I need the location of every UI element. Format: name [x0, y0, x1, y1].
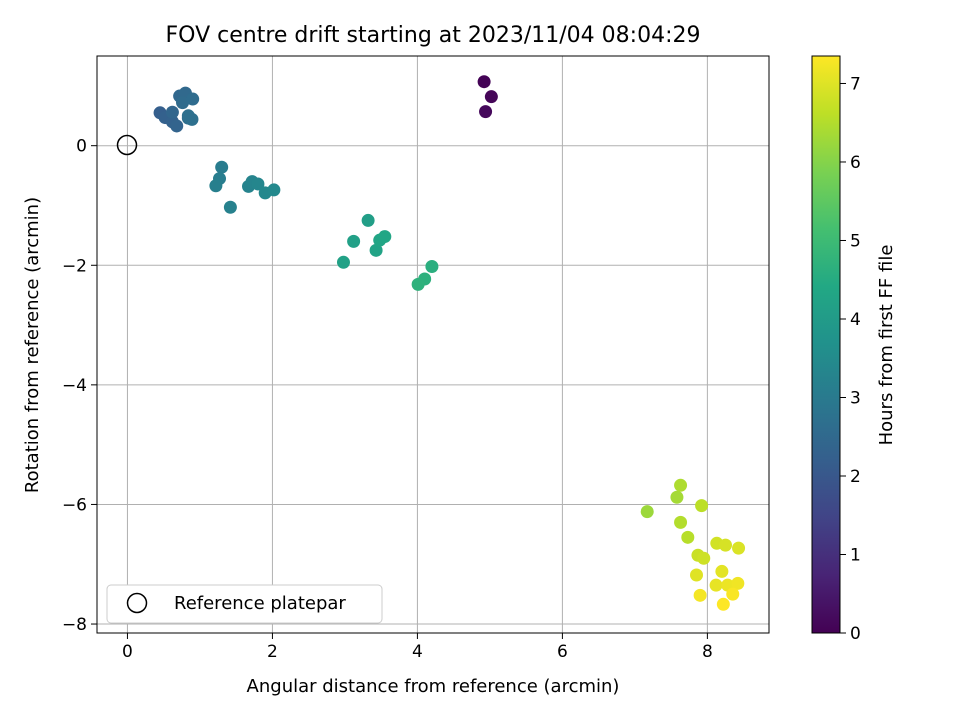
y-tick-label: −4: [62, 376, 87, 396]
legend-label: Reference platepar: [174, 593, 346, 614]
y-tick-label: −8: [62, 615, 87, 635]
legend-box: [106, 584, 383, 624]
colorbar-tick-label: 4: [850, 310, 861, 330]
colorbar-tick-label: 6: [850, 153, 861, 173]
data-point: [681, 530, 695, 544]
colorbar: 0 1 2 3 4 5 6 7 Hours from first FF file: [811, 55, 897, 644]
data-point: [223, 200, 237, 214]
reference-marker: [116, 134, 138, 156]
data-point: [715, 564, 729, 578]
x-tick-label: 6: [557, 642, 568, 662]
data-point: [697, 551, 711, 565]
data-point: [716, 597, 730, 611]
data-point: [693, 588, 707, 602]
colorbar-tick-label: 3: [850, 388, 861, 408]
data-point: [690, 568, 704, 582]
plot-frame: [96, 55, 770, 634]
data-point: [695, 499, 709, 513]
y-tick-label: −6: [62, 495, 87, 515]
colorbar-tick-label: 5: [850, 231, 861, 251]
x-tick-label: 8: [702, 642, 713, 662]
data-point: [267, 183, 281, 197]
data-point: [411, 277, 425, 291]
chart-title: FOV centre drift starting at 2023/11/04 …: [166, 23, 701, 48]
data-point: [336, 255, 350, 269]
data-point: [425, 259, 439, 273]
colorbar-tick-label: 2: [850, 467, 861, 487]
colorbar-tick-label: 7: [850, 74, 861, 94]
data-point: [484, 90, 498, 104]
data-point: [176, 96, 190, 110]
data-point: [670, 490, 684, 504]
y-tick-label: 0: [76, 137, 87, 157]
x-axis-label: Angular distance from reference (arcmin): [247, 676, 620, 697]
y-axis-ticks: 0 −2 −4 −6 −8: [62, 137, 97, 635]
data-point: [251, 177, 265, 191]
colorbar-tick-label: 0: [850, 624, 861, 644]
y-axis-label: Rotation from reference (arcmin): [22, 197, 43, 493]
legend: Reference platepar: [106, 584, 383, 624]
x-axis-ticks: 0 2 4 6 8: [122, 633, 713, 662]
plot-background: [97, 56, 769, 633]
data-point: [674, 478, 688, 492]
data-point: [709, 578, 723, 592]
colorbar-label: Hours from first FF file: [876, 245, 897, 446]
legend-marker-icon: [126, 592, 148, 614]
data-point: [732, 541, 746, 555]
data-point: [361, 213, 375, 227]
x-tick-label: 0: [122, 642, 133, 662]
data-point: [640, 505, 654, 519]
y-tick-label: −2: [62, 256, 87, 276]
x-tick-label: 4: [412, 642, 423, 662]
data-point: [165, 105, 179, 119]
data-point: [369, 243, 383, 257]
data-point: [181, 109, 195, 123]
data-point: [731, 576, 745, 590]
grid: [97, 56, 769, 633]
data-points: [153, 75, 746, 611]
data-point: [719, 538, 733, 552]
data-point: [347, 234, 361, 248]
data-point: [186, 92, 200, 106]
data-point: [170, 119, 184, 133]
data-point: [479, 105, 493, 119]
colorbar-gradient: [811, 55, 841, 634]
data-point: [209, 179, 223, 193]
data-point: [215, 160, 229, 174]
data-point: [726, 587, 740, 601]
x-tick-label: 2: [267, 642, 278, 662]
data-point: [378, 230, 392, 244]
colorbar-tick-label: 1: [850, 545, 861, 565]
colorbar-ticks: 0 1 2 3 4 5 6 7: [840, 74, 861, 644]
data-point: [477, 75, 491, 89]
data-point: [674, 515, 688, 529]
